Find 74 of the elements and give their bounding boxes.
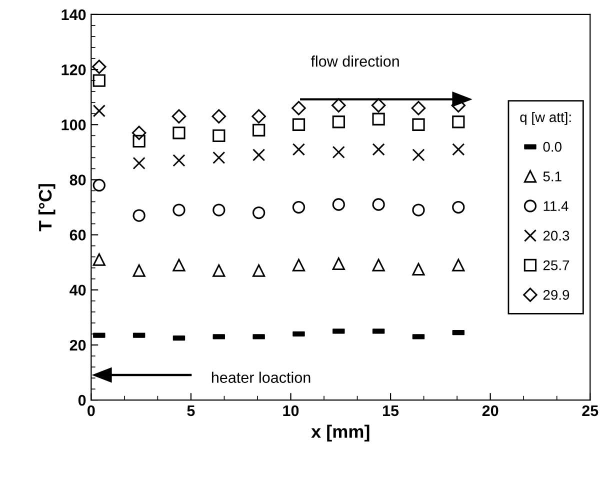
point (252, 206, 266, 220)
point (92, 104, 106, 118)
point (372, 198, 385, 211)
point (132, 134, 146, 148)
point (292, 258, 306, 272)
point (292, 200, 306, 214)
point (292, 118, 306, 131)
point (92, 178, 106, 192)
point (132, 264, 146, 277)
point (332, 257, 345, 270)
point (372, 112, 385, 126)
point (132, 156, 146, 170)
y-tick-label: 120 (62, 64, 86, 76)
point (212, 129, 226, 142)
point (371, 98, 386, 112)
point (172, 154, 186, 167)
x-axis-title: x [mm] (311, 424, 370, 442)
point (412, 118, 425, 131)
point (172, 109, 186, 124)
x-tick-label: 20 (482, 405, 498, 416)
point (172, 126, 186, 140)
point (372, 258, 385, 272)
point (252, 264, 266, 277)
point (172, 204, 186, 216)
y-tick-label: 140 (62, 9, 86, 20)
legend-label: 0.0 (543, 142, 562, 152)
legend-label: 25.7 (543, 260, 570, 270)
legend-label: 29.9 (543, 290, 570, 300)
y-tick-label: 0 (78, 394, 86, 406)
point (292, 143, 306, 156)
point (132, 209, 146, 222)
annotation: flow direction (310, 56, 399, 67)
point (212, 264, 226, 277)
x-tick-label: 10 (283, 405, 299, 416)
x-tick-label: 0 (88, 405, 95, 416)
y-tick-label: 100 (62, 120, 86, 130)
point (172, 258, 186, 272)
point (452, 143, 465, 156)
point (412, 204, 425, 216)
y-axis-title: T [°C] (38, 184, 56, 232)
annotation: heater loaction (212, 372, 310, 383)
point (452, 116, 465, 128)
x-tick-label: 5 (187, 405, 195, 416)
point (212, 109, 226, 124)
point (332, 146, 345, 158)
y-tick-label: 60 (70, 230, 86, 240)
y-tick-label: 80 (70, 174, 86, 186)
point (92, 60, 106, 74)
point (252, 124, 266, 136)
point (92, 74, 106, 87)
point (412, 262, 425, 276)
point (132, 126, 146, 140)
point (252, 109, 266, 124)
x-tick-label: 25 (582, 405, 598, 416)
y-tick-label: 20 (70, 340, 86, 351)
point (412, 148, 425, 162)
legend-label: 5.1 (543, 172, 562, 182)
point (452, 258, 465, 272)
point (212, 151, 226, 164)
point (252, 148, 266, 162)
point (332, 116, 345, 128)
point (332, 98, 346, 112)
point (292, 100, 306, 116)
legend-label: 20.3 (543, 230, 570, 241)
point (332, 198, 345, 211)
legend-title: q [w att]: (520, 112, 571, 125)
y-tick-label: 40 (70, 284, 86, 296)
point (452, 200, 465, 214)
x-tick-label: 15 (383, 405, 399, 416)
legend-label: 11.4 (544, 201, 568, 211)
point (411, 100, 426, 116)
point (212, 204, 226, 216)
point (92, 253, 106, 266)
point (372, 143, 385, 156)
